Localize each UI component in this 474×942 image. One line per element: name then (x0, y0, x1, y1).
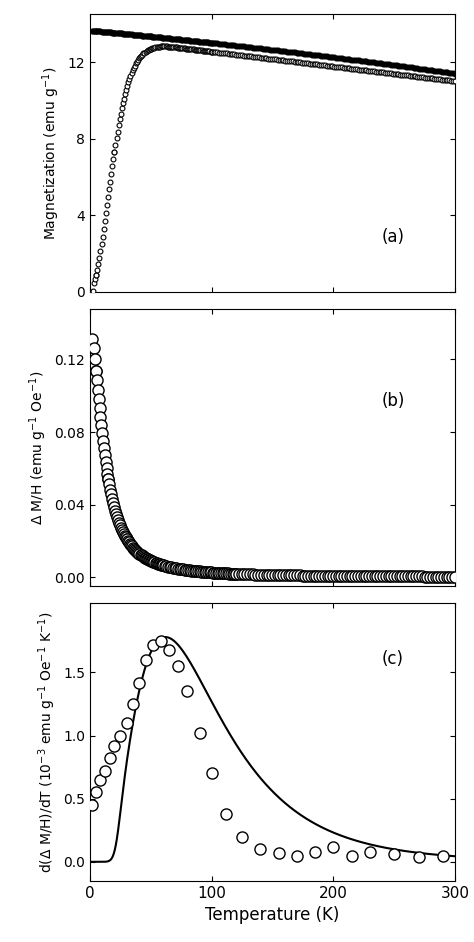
Text: (c): (c) (382, 650, 404, 668)
Text: (b): (b) (382, 392, 405, 410)
Y-axis label: $\Delta$ M/H (emu g$^{-1}$ Oe$^{-1}$): $\Delta$ M/H (emu g$^{-1}$ Oe$^{-1}$) (27, 370, 49, 525)
X-axis label: Temperature (K): Temperature (K) (205, 906, 340, 924)
Y-axis label: d($\Delta$ M/H)/dT (10$^{-3}$ emu g$^{-1}$ Oe$^{-1}$ K$^{-1}$): d($\Delta$ M/H)/dT (10$^{-3}$ emu g$^{-1… (36, 611, 58, 872)
Y-axis label: Magnetization (emu g$^{-1}$): Magnetization (emu g$^{-1}$) (40, 67, 62, 239)
Text: (a): (a) (382, 228, 405, 246)
